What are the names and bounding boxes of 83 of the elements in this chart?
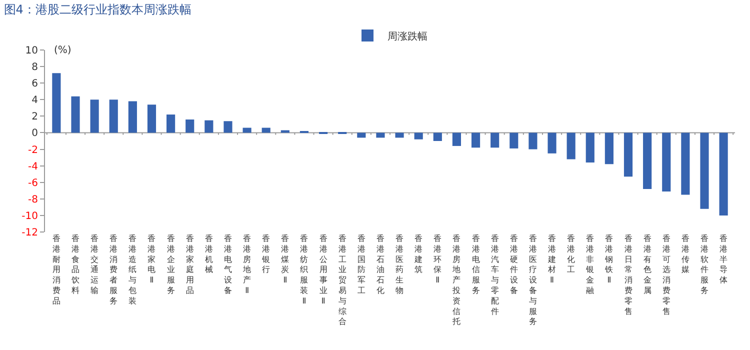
y-tick-label: -2 [28, 144, 38, 156]
bar [109, 100, 118, 133]
bar [719, 132, 728, 216]
y-tick-label: -6 [28, 178, 38, 189]
x-tick-label: 香港家电Ⅱ [148, 234, 156, 285]
y-tick-label: 10 [25, 46, 38, 56]
x-tick-label: 香港银行 [261, 234, 270, 274]
x-tick-label: 香港化工 [567, 234, 576, 274]
bar [681, 132, 690, 195]
y-axis-title: (%) [54, 45, 72, 56]
bar [700, 132, 709, 209]
y-tick-label: 0 [32, 128, 38, 140]
x-tick-label: 香港日常消费零售 [624, 234, 632, 316]
bar [433, 132, 442, 141]
y-tick-label: 2 [32, 112, 38, 123]
x-tick-label: 香港传媒 [681, 234, 690, 274]
x-tick-label: 香港汽车与零配件 [490, 234, 499, 316]
category-label: 香港工业贸易与综合 [338, 234, 346, 326]
bar [357, 132, 366, 138]
x-tick-label: 香港房地产Ⅱ [242, 234, 252, 295]
category-label: 香港房地产投资信托 [452, 234, 461, 326]
bar [528, 132, 538, 150]
chart-title: 图4：港股二级行业指数本周涨跌幅 [4, 2, 192, 17]
legend-label: 周涨跌幅 [388, 30, 428, 42]
bar [414, 132, 423, 140]
x-tick-label: 香港可选消费零售 [662, 234, 670, 316]
x-tick-label: 香港非银金融 [585, 234, 594, 295]
x-tick-label: 香港半导体 [720, 234, 728, 285]
x-tick-label: 香港耐用消费品 [52, 234, 60, 306]
x-tick-label: 香港建筑 [414, 234, 423, 274]
x-tick-label: 香港钢铁Ⅱ [604, 234, 614, 285]
bar [471, 132, 480, 148]
bar [186, 119, 194, 133]
bar [52, 73, 61, 133]
bar [224, 121, 232, 133]
bar [71, 96, 80, 133]
x-tick-label: 香港电气设备 [224, 234, 232, 295]
bar [242, 128, 252, 133]
x-tick-label: 香港造纸与包装 [128, 234, 137, 306]
x-tick-label: 香港有色金属 [643, 234, 652, 295]
x-tick-label: 香港环保Ⅱ [434, 234, 442, 285]
bar [510, 132, 518, 148]
category-label: 香港医疗设备与服务 [528, 234, 537, 326]
x-tick-label: 香港电信服务 [472, 234, 480, 295]
y-tick-label: -4 [28, 161, 38, 172]
x-tick-label: 香港企业服务 [166, 234, 175, 295]
bar [548, 132, 556, 154]
x-tick-label: 香港软件服务 [700, 234, 708, 295]
y-tick-label: -8 [28, 194, 38, 206]
bar [586, 132, 594, 163]
bar [604, 132, 614, 164]
y-tick-label: 4 [32, 95, 38, 106]
bar [147, 104, 156, 133]
bar [395, 132, 404, 138]
x-tick-label: 香港煤炭Ⅱ [281, 234, 290, 285]
x-tick-label: 香港国防军工 [357, 234, 366, 295]
bar [662, 132, 671, 192]
x-tick-label: 香港消费者服务 [110, 234, 118, 306]
y-tick-label: -10 [22, 210, 38, 222]
x-tick-label: 香港建材Ⅱ [547, 234, 556, 285]
x-tick-label: 香港硬件设备 [510, 234, 518, 295]
y-tick-label: -12 [22, 228, 38, 238]
y-tick-label: 8 [32, 62, 38, 74]
x-tick-label: 香港家庭用品 [186, 234, 194, 295]
bar [566, 132, 576, 160]
x-tick-label: 香港公用事业Ⅱ [319, 234, 328, 306]
y-tick-label: 6 [32, 78, 38, 90]
bar [90, 100, 99, 133]
bar [166, 114, 176, 133]
bar [624, 132, 633, 177]
x-tick-label: 香港石油石化 [376, 234, 384, 295]
bar [204, 120, 214, 133]
x-tick-label: 香港机械 [204, 234, 213, 274]
bar [262, 128, 270, 133]
bar [490, 132, 500, 148]
bar [128, 101, 137, 133]
bar [376, 132, 385, 138]
bar [452, 132, 461, 146]
x-tick-label: 香港医药生物 [396, 234, 404, 295]
x-tick-label: 香港食品饮料 [70, 234, 80, 295]
bar [643, 132, 652, 189]
x-tick-label: 香港纺织服装Ⅱ [300, 234, 308, 306]
x-tick-label: 香港交通运输 [90, 234, 99, 295]
